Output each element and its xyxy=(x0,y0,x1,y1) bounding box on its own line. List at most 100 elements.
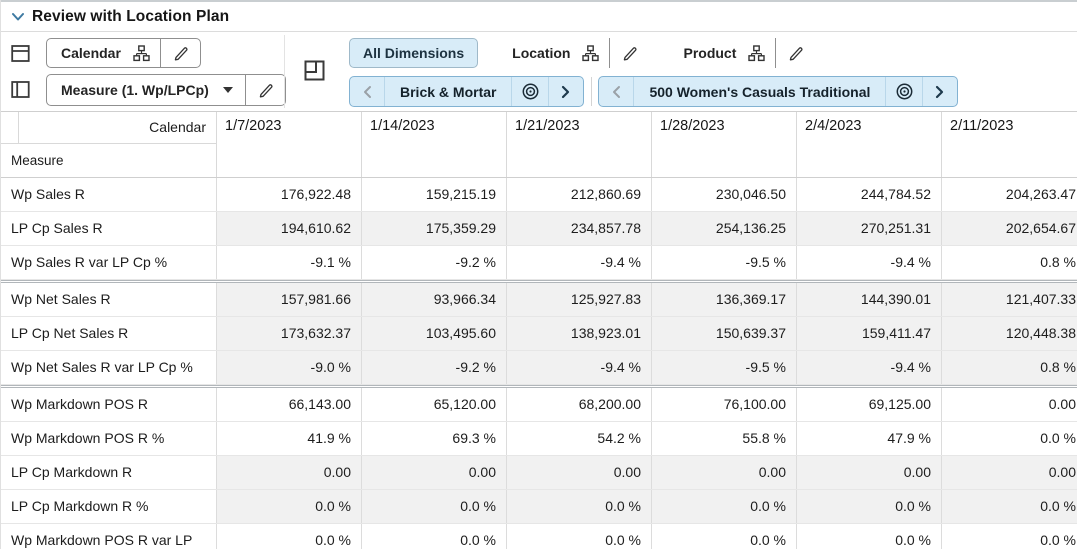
data-cell[interactable]: 0.8 % xyxy=(942,246,1077,279)
data-cell[interactable]: -9.4 % xyxy=(797,246,942,279)
data-cell[interactable]: 0.00 xyxy=(797,456,942,489)
data-cell[interactable]: 0.0 % xyxy=(362,490,507,523)
tab-all-dimensions[interactable]: All Dimensions xyxy=(349,38,479,68)
data-cell[interactable]: 0.00 xyxy=(942,456,1077,489)
data-cell[interactable]: 157,981.66 xyxy=(217,283,362,316)
data-cell[interactable]: 175,359.29 xyxy=(362,212,507,245)
row-header[interactable]: Wp Net Sales R xyxy=(1,283,217,316)
data-cell[interactable]: 69,125.00 xyxy=(797,388,942,421)
data-cell[interactable]: -9.4 % xyxy=(507,351,652,384)
row-header[interactable]: Wp Sales R xyxy=(1,178,217,211)
data-cell[interactable]: 55.8 % xyxy=(652,422,797,455)
data-cell[interactable]: 125,927.83 xyxy=(507,283,652,316)
column-axis-title[interactable]: Calendar xyxy=(149,119,206,135)
data-cell[interactable]: 120,448.38 xyxy=(942,317,1077,350)
product-page-label[interactable]: 500 Women's Casuals Traditional xyxy=(633,77,887,106)
data-cell[interactable]: 0.0 % xyxy=(507,524,652,549)
row-header[interactable]: LP Cp Markdown R % xyxy=(1,490,217,523)
column-header[interactable]: 1/21/2023 xyxy=(507,112,652,177)
data-cell[interactable]: 69.3 % xyxy=(362,422,507,455)
data-cell[interactable]: 93,966.34 xyxy=(362,283,507,316)
measure-axis-button[interactable]: Measure (1. Wp/LPCp) xyxy=(46,74,286,106)
bullseye-icon[interactable] xyxy=(886,77,924,106)
data-cell[interactable]: 176,922.48 xyxy=(217,178,362,211)
data-cell[interactable]: -9.5 % xyxy=(652,246,797,279)
data-cell[interactable]: 234,857.78 xyxy=(507,212,652,245)
row-header[interactable]: Wp Net Sales R var LP Cp % xyxy=(1,351,217,384)
column-axis-icon[interactable] xyxy=(11,80,30,99)
column-header[interactable]: 2/11/2023 xyxy=(942,112,1077,177)
data-cell[interactable]: 0.00 xyxy=(652,456,797,489)
data-cell[interactable]: 54.2 % xyxy=(507,422,652,455)
data-cell[interactable]: 0.0 % xyxy=(217,524,362,549)
tab-location[interactable]: Location xyxy=(498,38,650,68)
data-cell[interactable]: 66,143.00 xyxy=(217,388,362,421)
data-cell[interactable]: 0.0 % xyxy=(652,524,797,549)
data-cell[interactable]: 0.0 % xyxy=(797,524,942,549)
column-header[interactable]: 1/28/2023 xyxy=(652,112,797,177)
data-cell[interactable]: 121,407.33 xyxy=(942,283,1077,316)
data-cell[interactable]: 76,100.00 xyxy=(652,388,797,421)
next-location-icon[interactable] xyxy=(549,77,583,106)
row-header[interactable]: Wp Markdown POS R xyxy=(1,388,217,421)
row-header[interactable]: Wp Markdown POS R var LP xyxy=(1,524,217,549)
row-header[interactable]: Wp Markdown POS R % xyxy=(1,422,217,455)
data-cell[interactable]: 244,784.52 xyxy=(797,178,942,211)
data-cell[interactable]: 173,632.37 xyxy=(217,317,362,350)
data-cell[interactable]: 136,369.17 xyxy=(652,283,797,316)
data-cell[interactable]: 41.9 % xyxy=(217,422,362,455)
location-page-label[interactable]: Brick & Mortar xyxy=(384,77,513,106)
data-cell[interactable]: 0.0 % xyxy=(942,490,1077,523)
data-cell[interactable]: 150,639.37 xyxy=(652,317,797,350)
data-cell[interactable]: 230,046.50 xyxy=(652,178,797,211)
row-header[interactable]: Wp Sales R var LP Cp % xyxy=(1,246,217,279)
row-axis-icon[interactable] xyxy=(11,44,30,63)
row-header[interactable]: LP Cp Markdown R xyxy=(1,456,217,489)
data-cell[interactable]: 68,200.00 xyxy=(507,388,652,421)
row-axis-title[interactable]: Measure xyxy=(11,153,64,168)
data-cell[interactable]: 0.00 xyxy=(362,456,507,489)
data-cell[interactable]: 212,860.69 xyxy=(507,178,652,211)
data-cell[interactable]: 103,495.60 xyxy=(362,317,507,350)
collapse-chevron-icon[interactable] xyxy=(12,12,24,22)
data-cell[interactable]: 254,136.25 xyxy=(652,212,797,245)
next-product-icon[interactable] xyxy=(923,77,957,106)
data-cell[interactable]: -9.4 % xyxy=(797,351,942,384)
data-cell[interactable]: 0.8 % xyxy=(942,351,1077,384)
data-cell[interactable]: -9.5 % xyxy=(652,351,797,384)
edit-pencil-icon[interactable] xyxy=(776,38,815,68)
data-cell[interactable]: 204,263.47 xyxy=(942,178,1077,211)
edit-pencil-icon[interactable] xyxy=(610,38,649,68)
bullseye-icon[interactable] xyxy=(512,77,550,106)
data-cell[interactable]: 144,390.01 xyxy=(797,283,942,316)
data-cell[interactable]: 202,654.67 xyxy=(942,212,1077,245)
data-cell[interactable]: 0.0 % xyxy=(507,490,652,523)
data-cell[interactable]: -9.1 % xyxy=(217,246,362,279)
data-cell[interactable]: 0.0 % xyxy=(217,490,362,523)
tab-product[interactable]: Product xyxy=(669,38,816,68)
data-cell[interactable]: -9.2 % xyxy=(362,351,507,384)
data-cell[interactable]: -9.2 % xyxy=(362,246,507,279)
previous-location-icon[interactable] xyxy=(350,77,384,106)
data-cell[interactable]: 0.0 % xyxy=(942,524,1077,549)
data-cell[interactable]: -9.4 % xyxy=(507,246,652,279)
data-cell[interactable]: 270,251.31 xyxy=(797,212,942,245)
data-cell[interactable]: 138,923.01 xyxy=(507,317,652,350)
column-header[interactable]: 2/4/2023 xyxy=(797,112,942,177)
data-cell[interactable]: 0.0 % xyxy=(362,524,507,549)
edit-pencil-icon[interactable] xyxy=(161,39,200,67)
data-cell[interactable]: 0.00 xyxy=(507,456,652,489)
chevron-down-icon[interactable] xyxy=(219,75,245,105)
edit-pencil-icon[interactable] xyxy=(246,75,285,105)
data-cell[interactable]: 47.9 % xyxy=(797,422,942,455)
row-header[interactable]: LP Cp Net Sales R xyxy=(1,317,217,350)
calendar-axis-button[interactable]: Calendar xyxy=(46,38,201,68)
row-header[interactable]: LP Cp Sales R xyxy=(1,212,217,245)
column-header[interactable]: 1/14/2023 xyxy=(362,112,507,177)
page-edge-icon[interactable] xyxy=(304,60,325,81)
column-header[interactable]: 1/7/2023 xyxy=(217,112,362,177)
data-cell[interactable]: 0.0 % xyxy=(797,490,942,523)
data-cell[interactable]: -9.0 % xyxy=(217,351,362,384)
data-cell[interactable]: 65,120.00 xyxy=(362,388,507,421)
data-cell[interactable]: 159,411.47 xyxy=(797,317,942,350)
